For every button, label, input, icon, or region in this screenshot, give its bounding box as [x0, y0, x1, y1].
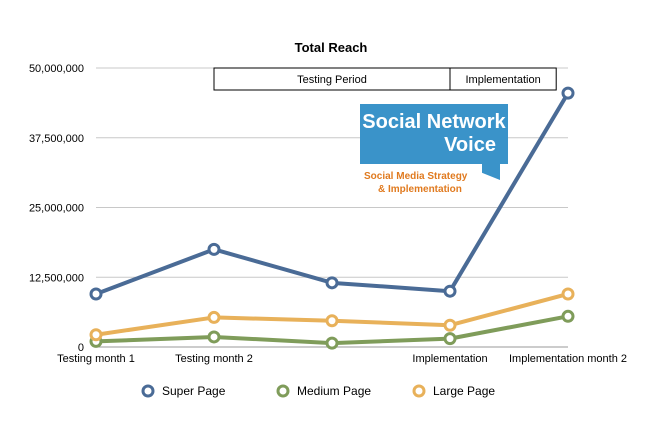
data-point — [89, 287, 103, 301]
period-boxes: Testing Period Implementation — [213, 67, 557, 91]
data-point — [561, 86, 575, 100]
data-point — [325, 336, 339, 350]
y-tick-label: 12,500,000 — [29, 272, 84, 284]
y-axis-ticks: 0 12,500,000 25,000,000 37,500,000 50,000,00… — [29, 63, 84, 354]
data-point — [207, 242, 221, 256]
y-tick-label: 0 — [78, 342, 84, 354]
series-lines — [89, 86, 575, 350]
x-tick-label: Testing month 2 — [175, 353, 253, 365]
data-point — [443, 318, 457, 332]
data-point — [207, 310, 221, 324]
logo-subtitle-bg — [360, 164, 482, 196]
y-tick-label: 50,000,000 — [29, 63, 84, 75]
logo-background — [360, 104, 508, 164]
data-point — [443, 332, 457, 346]
x-tick-label: Implementation month 2 — [509, 353, 627, 365]
y-tick-label: 25,000,000 — [29, 203, 84, 215]
legend-marker — [412, 384, 426, 398]
logo-subtitle-line2: & Implementation — [378, 184, 462, 195]
y-tick-label: 37,500,000 — [29, 133, 84, 145]
x-axis-ticks: Testing month 1 Testing month 2 Implementa… — [57, 353, 627, 365]
legend-marker — [141, 384, 155, 398]
legend-label: Large Page — [433, 384, 495, 398]
legend: Super Page Medium Page Large Page — [141, 384, 495, 398]
data-point — [325, 276, 339, 290]
data-point — [561, 309, 575, 323]
data-point — [89, 328, 103, 342]
chart-title: Total Reach — [295, 40, 368, 55]
data-point — [443, 284, 457, 298]
logo-subtitle-line1: Social Media Strategy — [364, 171, 468, 182]
legend-marker — [276, 384, 290, 398]
data-point — [207, 330, 221, 344]
period-label: Implementation — [465, 74, 540, 86]
x-tick-label: Testing month 1 — [57, 353, 135, 365]
period-label: Testing Period — [297, 74, 367, 86]
data-point — [325, 314, 339, 328]
x-tick-label: Implementation — [412, 353, 487, 365]
social-network-voice-logo: Social Network Voice Social Media Strate… — [360, 104, 508, 196]
data-point — [561, 287, 575, 301]
logo-title-line1: Social Network — [362, 111, 506, 133]
logo-title-line2: Voice — [444, 134, 496, 156]
legend-label: Medium Page — [297, 384, 371, 398]
period-box — [449, 67, 557, 91]
legend-label: Super Page — [162, 384, 226, 398]
